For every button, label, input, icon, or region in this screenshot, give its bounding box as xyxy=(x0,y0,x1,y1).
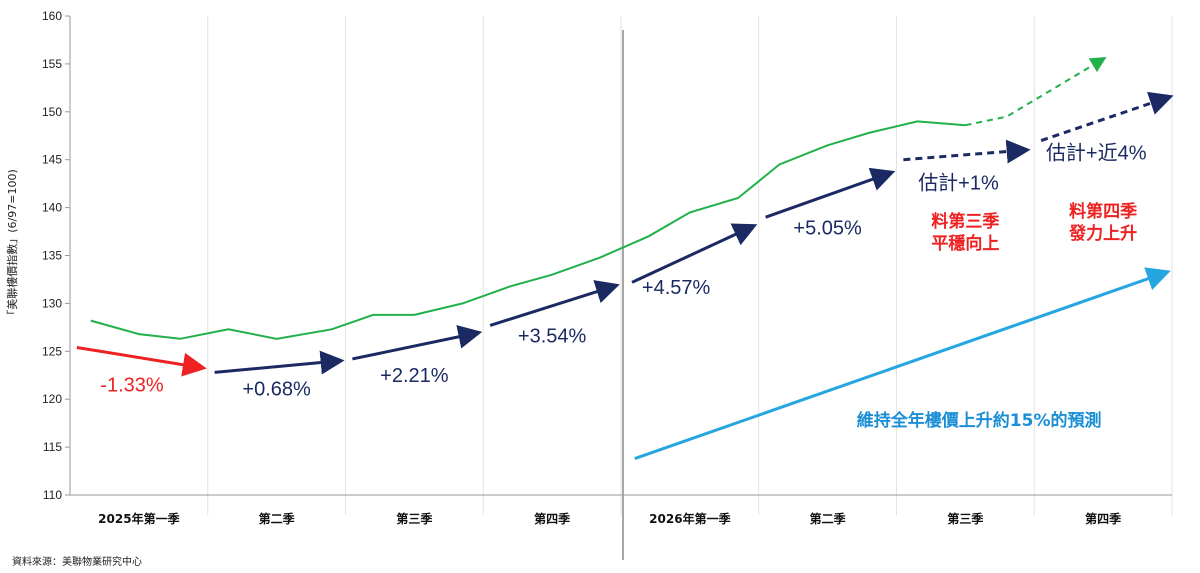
trend-arrow xyxy=(76,345,207,377)
x-category-label: 2025年第一季 xyxy=(98,511,180,526)
labels: -1.33% +0.68% +2.21% +3.54% +4.57% +5.05% 估計+1… xyxy=(100,142,1146,431)
y-tick-label: 110 xyxy=(43,488,62,502)
y-tick-label: 120 xyxy=(42,392,62,406)
y-tick-label: 140 xyxy=(42,201,62,215)
y-axis-label: 「美聯樓價指數」(6/97=100) xyxy=(5,169,19,321)
axes: 110 115 120 125 130 135 140 145 150 155 160 2025年第一… xyxy=(42,9,1172,526)
y-tick-label: 160 xyxy=(42,9,62,23)
x-category-label: 第二季 xyxy=(810,511,847,526)
y-tick-label: 145 xyxy=(42,153,62,167)
x-category-label: 第四季 xyxy=(534,511,571,526)
trend-arrow xyxy=(214,350,345,375)
annotation-text: 料第四季 xyxy=(1069,201,1137,222)
y-tick-label: 150 xyxy=(42,105,62,119)
annotation-text: 發力上升 xyxy=(1068,223,1137,244)
series xyxy=(90,57,1107,340)
y-tick-label: 130 xyxy=(42,296,62,310)
x-category-label: 第三季 xyxy=(947,511,984,526)
source-note: 資料來源：美聯物業研究中心 xyxy=(12,555,142,568)
y-tick-label: 115 xyxy=(43,440,62,454)
y-tick-label: 135 xyxy=(42,249,62,263)
growth-label: +3.54% xyxy=(518,326,587,348)
annotation-text: 料第三季 xyxy=(931,211,999,232)
growth-label: -1.33% xyxy=(100,375,164,397)
growth-label: +5.05% xyxy=(793,217,862,239)
index-line-actual xyxy=(90,120,966,340)
annotation-text: 平穩向上 xyxy=(931,233,999,254)
x-category-label: 第三季 xyxy=(396,511,433,526)
trend-arrows xyxy=(76,91,1174,461)
growth-label: +2.21% xyxy=(380,365,449,387)
x-category-label: 第二季 xyxy=(259,511,296,526)
index-line-forecast xyxy=(965,57,1107,127)
x-category-label: 2026年第一季 xyxy=(649,511,731,526)
y-tick-label: 155 xyxy=(42,57,62,71)
annotation-text: 維持全年樓價上升約15%的預測 xyxy=(857,410,1102,431)
trend-arrow xyxy=(489,280,620,327)
growth-label: 估計+近4% xyxy=(1046,142,1147,165)
growth-label: 估計+1% xyxy=(918,171,999,194)
trend-arrow xyxy=(352,325,483,361)
vertical-gridlines xyxy=(207,16,1173,560)
trend-arrow xyxy=(903,139,1031,164)
growth-label: +4.57% xyxy=(642,277,711,299)
trend-arrow xyxy=(765,167,896,219)
x-category-label: 第四季 xyxy=(1085,511,1122,526)
y-tick-label: 125 xyxy=(42,344,62,358)
trend-arrow xyxy=(1040,91,1174,142)
trend-arrow xyxy=(634,267,1171,461)
growth-label: +0.68% xyxy=(242,378,311,400)
trend-arrow xyxy=(631,223,758,284)
